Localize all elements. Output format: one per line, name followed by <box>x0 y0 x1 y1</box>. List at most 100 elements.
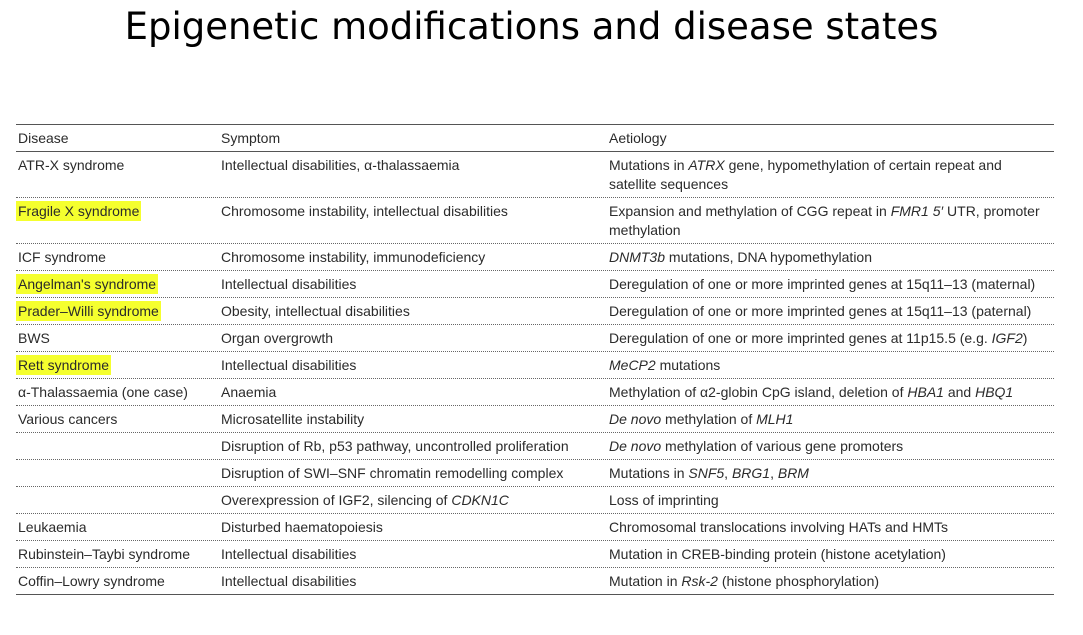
table-row: Coffin–Lowry syndrome Intellectual disabi… <box>16 568 1054 595</box>
aetiology-cell: Deregulation of one or more imprinted ge… <box>607 271 1054 297</box>
disease-cell: Prader–Willi syndrome <box>16 298 219 324</box>
text-segment: methylation of various gene promoters <box>661 438 904 454</box>
text-segment: MeCP2 <box>609 357 656 373</box>
column-header-symptom: Symptom <box>221 130 281 146</box>
table-row: Fragile X syndrome Chromosome instability… <box>16 198 1054 244</box>
text-segment: Loss of imprinting <box>609 492 719 508</box>
aetiology-cell: Deregulation of one or more imprinted ge… <box>607 325 1054 351</box>
disease-cell: ICF syndrome <box>16 244 219 270</box>
text-segment: , <box>724 465 732 481</box>
disease-cell <box>16 460 219 486</box>
text-segment: UTR, promoter methylation <box>609 203 1040 238</box>
text-segment: Mutations in <box>609 157 689 173</box>
disease-name: Leukaemia <box>18 519 87 535</box>
text-segment: methylation of <box>661 411 757 427</box>
aetiology-cell: Mutation in Rsk-2 (histone phosphorylati… <box>607 568 1054 594</box>
text-segment: BRG1 <box>731 465 771 481</box>
table-row: Various cancers Microsatellite instabilit… <box>16 406 1054 433</box>
text-segment: Organ overgrowth <box>221 330 334 346</box>
symptom-cell: Organ overgrowth <box>219 325 607 351</box>
aetiology-cell: Expansion and methylation of CGG repeat … <box>607 198 1054 243</box>
disease-cell: Fragile X syndrome <box>16 198 219 243</box>
aetiology-cell: Loss of imprinting <box>607 487 1054 513</box>
aetiology-cell: De novo methylation of MLH1 <box>607 406 1054 432</box>
page-title: Epigenetic modifications and disease sta… <box>124 5 939 48</box>
text-segment: Intellectual disabilities <box>221 357 357 373</box>
disease-cell <box>16 433 219 459</box>
text-segment: Mutation in CREB-binding protein (histon… <box>609 546 946 562</box>
disease-name: α-Thalassaemia (one case) <box>18 384 188 400</box>
aetiology-cell: DNMT3b mutations, DNA hypomethylation <box>607 244 1054 270</box>
text-segment: Disturbed haematopoiesis <box>221 519 383 535</box>
text-segment: Microsatellite instability <box>221 411 365 427</box>
text-segment: FMR1 5′ <box>890 203 944 219</box>
aetiology-cell: Deregulation of one or more imprinted ge… <box>607 298 1054 324</box>
symptom-cell: Microsatellite instability <box>219 406 607 432</box>
symptom-cell: Disruption of SWI–SNF chromatin remodell… <box>219 460 607 486</box>
symptom-cell: Chromosome instability, immunodeficiency <box>219 244 607 270</box>
highlighted-disease-name: Rett syndrome <box>16 355 112 375</box>
table-row: ATR-X syndrome Intellectual disabilities,… <box>16 152 1054 198</box>
disease-cell: α-Thalassaemia (one case) <box>16 379 219 405</box>
text-segment: Intellectual disabilities <box>221 546 357 562</box>
text-segment: Expansion and methylation of CGG repeat … <box>609 203 891 219</box>
disease-cell <box>16 487 219 513</box>
table-row: Rett syndrome Intellectual disabilities Me… <box>16 352 1054 379</box>
aetiology-cell: Mutations in SNF5, BRG1, BRM <box>607 460 1054 486</box>
text-segment: SNF5 <box>688 465 725 481</box>
table-row: Prader–Willi syndrome Obesity, intellectu… <box>16 298 1054 325</box>
text-segment: MLH1 <box>756 411 794 427</box>
text-segment: mutations <box>655 357 721 373</box>
text-segment: DNMT3b <box>609 249 666 265</box>
table-row: Angelman's syndrome Intellectual disabili… <box>16 271 1054 298</box>
disease-cell: BWS <box>16 325 219 351</box>
aetiology-cell: De novo methylation of various gene prom… <box>607 433 1054 459</box>
text-segment: Disruption of Rb, p53 pathway, uncontrol… <box>221 438 569 454</box>
disease-name: Rubinstein–Taybi syndrome <box>18 546 190 562</box>
text-segment: ATRX <box>688 157 725 173</box>
column-header-disease: Disease <box>18 130 69 146</box>
disease-table: Disease Symptom Aetiology ATR-X syndrome… <box>16 124 1054 595</box>
text-segment: ) <box>1022 330 1028 346</box>
text-segment: Chromosomal translocations involving HAT… <box>609 519 948 535</box>
aetiology-cell: Mutations in ATRX gene, hypomethylation … <box>607 152 1054 197</box>
text-segment: Chromosome instability, immunodeficiency <box>221 249 486 265</box>
aetiology-cell: Chromosomal translocations involving HAT… <box>607 514 1054 540</box>
table-row: Disruption of SWI–SNF chromatin remodell… <box>16 460 1054 487</box>
disease-cell: Angelman's syndrome <box>16 271 219 297</box>
disease-cell: Leukaemia <box>16 514 219 540</box>
disease-cell: ATR-X syndrome <box>16 152 219 197</box>
text-segment: CDKN1C <box>451 492 509 508</box>
disease-cell: Various cancers <box>16 406 219 432</box>
disease-cell: Coffin–Lowry syndrome <box>16 568 219 594</box>
highlighted-disease-name: Angelman's syndrome <box>16 274 159 294</box>
text-segment: HBA1 <box>907 384 944 400</box>
table-row: BWS Organ overgrowth Deregulation of one o… <box>16 325 1054 352</box>
table-row: Overexpression of IGF2, silencing of CDK… <box>16 487 1054 514</box>
text-segment: Obesity, intellectual disabilities <box>221 303 410 319</box>
disease-cell: Rubinstein–Taybi syndrome <box>16 541 219 567</box>
text-segment: (histone phosphorylation) <box>717 573 880 589</box>
table-row: Rubinstein–Taybi syndrome Intellectual di… <box>16 541 1054 568</box>
text-segment: BRM <box>777 465 809 481</box>
symptom-cell: Intellectual disabilities <box>219 271 607 297</box>
column-header-aetiology: Aetiology <box>609 130 667 146</box>
text-segment: gene, hypomethylation of certain repeat … <box>609 157 1002 192</box>
symptom-cell: Intellectual disabilities, α-thalassaemi… <box>219 152 607 197</box>
disease-name: Coffin–Lowry syndrome <box>18 573 165 589</box>
text-segment: Deregulation of one or more imprinted ge… <box>609 330 992 346</box>
disease-name: BWS <box>18 330 50 346</box>
text-segment: De novo <box>609 411 662 427</box>
text-segment: Chromosome instability, intellectual dis… <box>221 203 508 219</box>
table-header-row: Disease Symptom Aetiology <box>16 125 1054 152</box>
text-segment: Intellectual disabilities, α-thalassaemi… <box>221 157 460 173</box>
symptom-cell: Disruption of Rb, p53 pathway, uncontrol… <box>219 433 607 459</box>
text-segment: Rsk-2 <box>681 573 718 589</box>
text-segment: Intellectual disabilities <box>221 276 357 292</box>
table-row: α-Thalassaemia (one case) Anaemia Methylat… <box>16 379 1054 406</box>
symptom-cell: Anaemia <box>219 379 607 405</box>
symptom-cell: Obesity, intellectual disabilities <box>219 298 607 324</box>
aetiology-cell: MeCP2 mutations <box>607 352 1054 378</box>
symptom-cell: Disturbed haematopoiesis <box>219 514 607 540</box>
text-segment: and <box>943 384 976 400</box>
